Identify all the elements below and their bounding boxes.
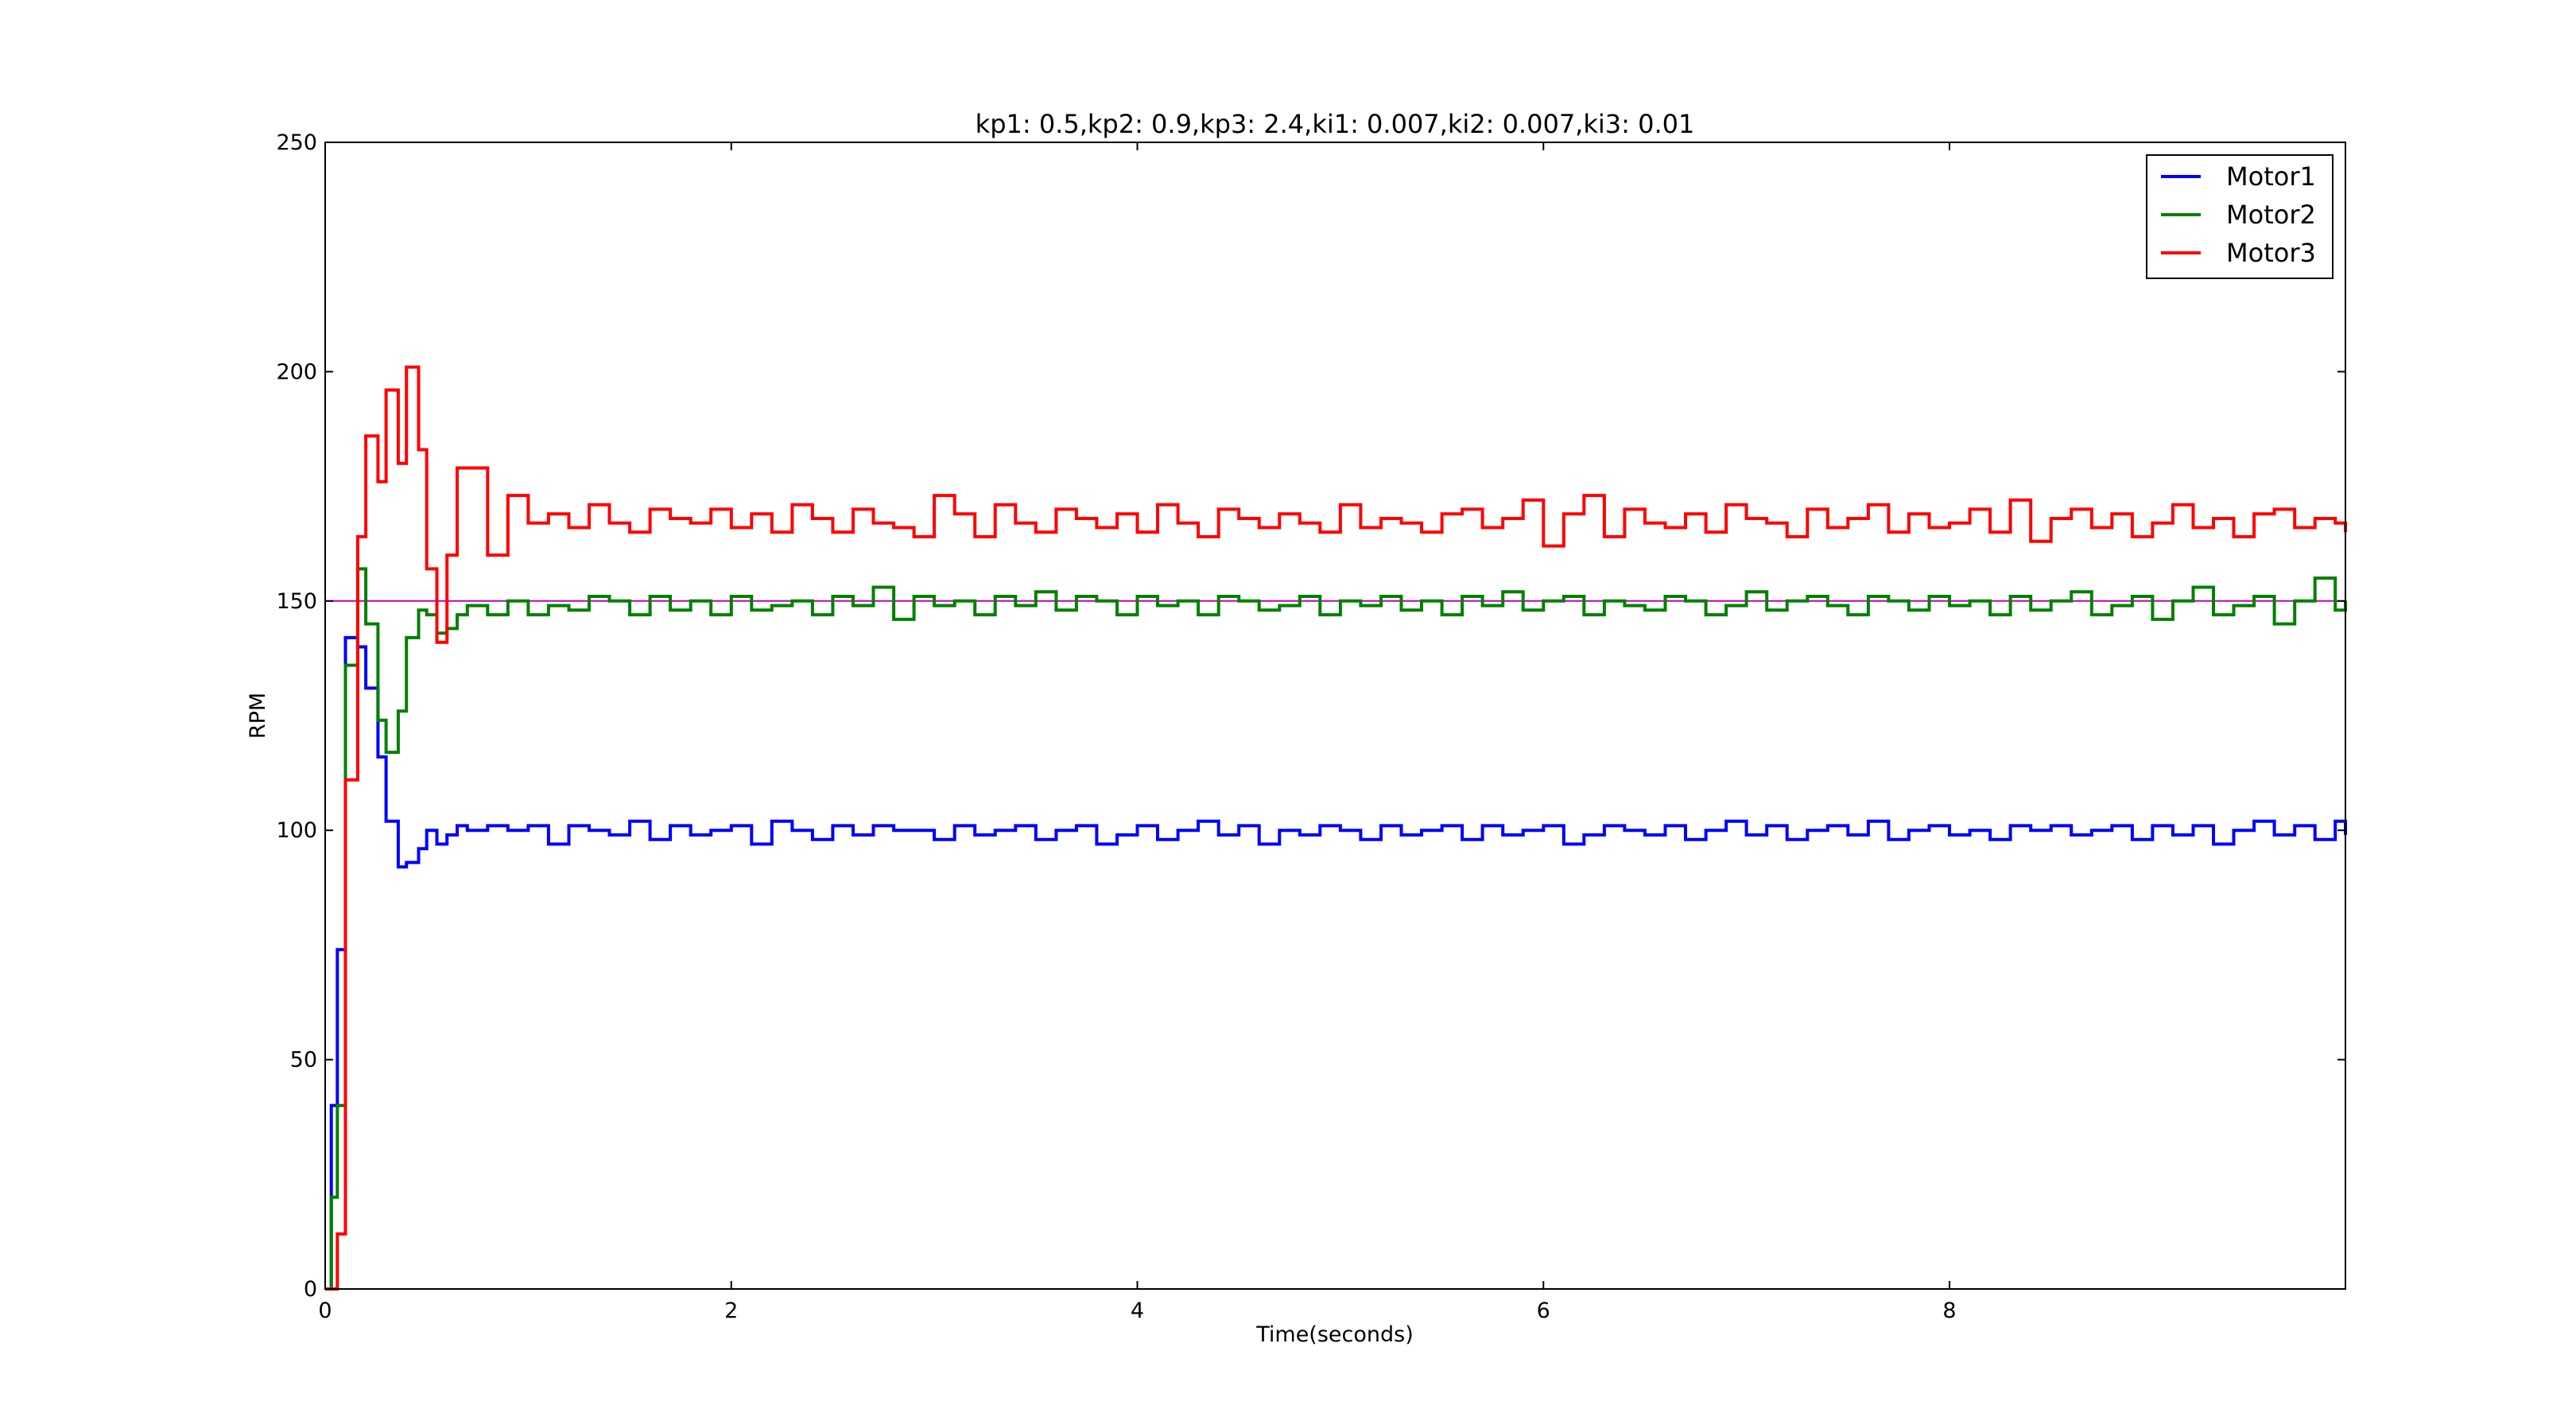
legend-label-motor2: Motor2 (2226, 200, 2316, 230)
x-tick-label: 0 (318, 1299, 332, 1323)
legend: Motor1 Motor2 Motor3 (2146, 154, 2334, 279)
series-group (325, 365, 2347, 1291)
plot-area: 0 2 4 6 8 0 50 100 150 200 250 (276, 130, 2347, 1323)
y-tick-label: 50 (290, 1048, 317, 1073)
plot-frame (324, 142, 2346, 1290)
y-tick-label: 150 (276, 589, 317, 614)
legend-label-motor3: Motor3 (2226, 238, 2316, 268)
y-tick-label: 0 (304, 1277, 317, 1302)
x-tick-label: 4 (1131, 1299, 1144, 1323)
y-tick-label: 100 (276, 818, 317, 843)
ticks-group: 0 2 4 6 8 0 50 100 150 200 250 (276, 130, 2345, 1323)
y-tick-label: 250 (276, 130, 317, 155)
series-line-motor1 (325, 635, 2347, 1291)
series-line-motor3 (325, 365, 2347, 1291)
series-line-motor2 (325, 567, 2347, 1291)
x-tick-label: 8 (1942, 1299, 1956, 1323)
x-tick-label: 2 (724, 1299, 738, 1323)
chart-title: kp1: 0.5,kp2: 0.9,kp3: 2.4,ki1: 0.007,ki… (976, 109, 1695, 139)
x-tick-label: 6 (1537, 1299, 1550, 1323)
y-axis-label: RPM (246, 693, 270, 739)
legend-label-motor1: Motor1 (2226, 161, 2316, 192)
y-tick-label: 200 (276, 359, 317, 384)
x-axis-label: Time(seconds) (1255, 1322, 1414, 1347)
legend-items: Motor1 Motor2 Motor3 (2161, 161, 2316, 268)
plot-background (325, 142, 2345, 1289)
